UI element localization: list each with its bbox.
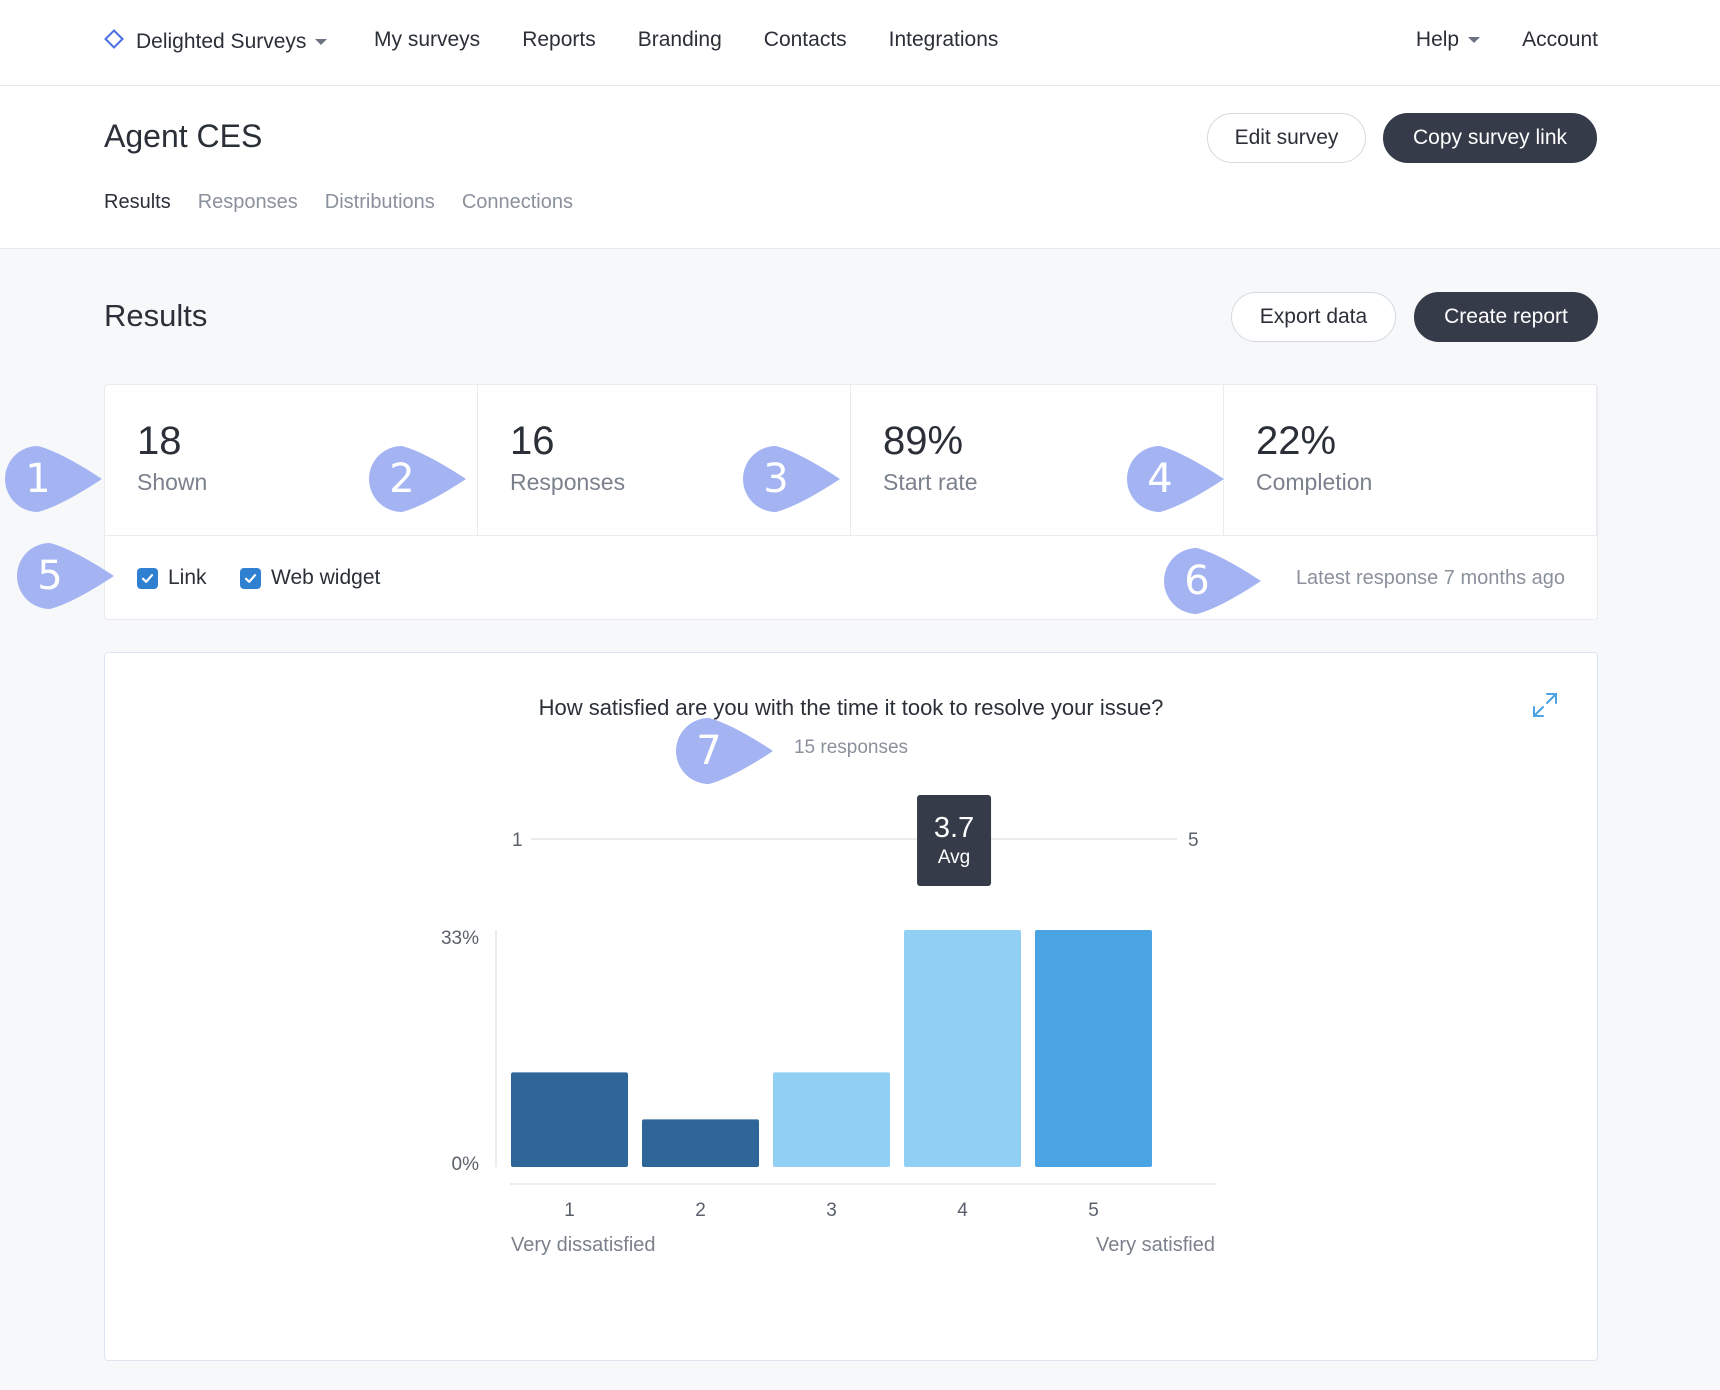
avg-min-label: 1 [512, 830, 523, 851]
average-label: Avg [938, 847, 970, 868]
brand-menu[interactable]: Delighted Surveys [104, 28, 328, 56]
question-text: How satisfied are you with the time it t… [538, 695, 1164, 720]
results-heading: Results [104, 298, 208, 333]
annotation-marker-6: 6 [1164, 548, 1264, 614]
annotation-marker-2: 2 [369, 446, 469, 512]
nav-my-surveys[interactable]: My surveys [374, 28, 481, 51]
latest-response-text: Latest response 7 months ago [1295, 567, 1565, 589]
annotation-marker-7: 7 [676, 718, 776, 784]
annotation-number: 2 [389, 456, 415, 502]
average-value: 3.7 [934, 812, 974, 844]
tab-results[interactable]: Results [104, 191, 171, 213]
top-navigation: Delighted Surveys My surveys Reports Bra… [0, 0, 1720, 86]
bar-1[interactable] [511, 1072, 628, 1167]
bar-chart: 1 5 3.7 Avg 33% 0% 1 2 3 4 5 Very dissatisfi… [441, 795, 1216, 1256]
average-badge: 3.7 Avg [917, 795, 992, 886]
account-link[interactable]: Account [1522, 28, 1598, 51]
expand-icon[interactable] [1531, 691, 1559, 724]
x-tick-label: 4 [957, 1200, 968, 1221]
annotation-number: 6 [1184, 558, 1210, 604]
divider [105, 535, 1597, 536]
avg-max-label: 5 [1188, 830, 1199, 851]
bar-4[interactable] [904, 930, 1021, 1167]
question-chart-card: How satisfied are you with the time it t… [104, 652, 1598, 1361]
chevron-down-icon [1468, 37, 1481, 43]
x-tick-label: 5 [1088, 1200, 1099, 1221]
diamond-logo-icon [104, 29, 136, 55]
annotation-number: 7 [696, 728, 722, 774]
create-report-button[interactable]: Create report [1414, 292, 1598, 342]
stat-start-rate: 89% Start rate [851, 385, 1224, 535]
bar-5[interactable] [1035, 930, 1152, 1167]
x-tick-label: 1 [564, 1200, 575, 1221]
nav-reports[interactable]: Reports [522, 28, 596, 51]
filter-label: Web widget [271, 566, 381, 589]
stat-responses: 16 Responses [478, 385, 851, 535]
nav-branding[interactable]: Branding [637, 28, 722, 51]
stats-card: 18 Shown 16 Responses 89% Start rate 22%… [104, 384, 1598, 620]
y-tick-min: 0% [452, 1154, 480, 1175]
stat-label: Responses [510, 469, 626, 495]
filter-web-widget-checkbox[interactable]: Web widget [240, 566, 380, 590]
help-menu[interactable]: Help [1415, 28, 1481, 52]
brand-name: Delighted Surveys [136, 30, 307, 53]
stat-value: 16 [510, 419, 555, 463]
survey-header: Agent CES Edit survey Copy survey link R… [0, 86, 1720, 249]
stat-value: 18 [137, 419, 182, 463]
survey-tabs: Results Responses Distributions Connecti… [104, 191, 573, 214]
checkbox-checked-icon [137, 567, 158, 589]
annotation-marker-3: 3 [743, 446, 843, 512]
export-data-button[interactable]: Export data [1231, 292, 1396, 342]
nav-contacts[interactable]: Contacts [763, 28, 847, 51]
stat-value: 22% [1256, 419, 1337, 463]
annotation-number: 3 [763, 456, 789, 502]
tab-responses[interactable]: Responses [197, 191, 298, 213]
scale-low-label: Very dissatisfied [511, 1234, 656, 1256]
annotation-marker-1: 1 [5, 446, 105, 512]
stat-completion: 22% Completion [1224, 385, 1597, 535]
stat-shown: 18 Shown [105, 385, 478, 535]
stat-label: Shown [137, 469, 208, 495]
annotation-marker-4: 4 [1127, 446, 1227, 512]
annotation-number: 1 [25, 456, 51, 502]
filter-link-checkbox[interactable]: Link [137, 566, 207, 590]
copy-survey-link-button[interactable]: Copy survey link [1383, 113, 1597, 163]
edit-survey-button[interactable]: Edit survey [1207, 113, 1366, 163]
y-tick-max: 33% [441, 928, 479, 949]
x-tick-label: 3 [826, 1200, 837, 1221]
bar-3[interactable] [773, 1072, 890, 1167]
tab-distributions[interactable]: Distributions [324, 191, 435, 213]
bar-2[interactable] [642, 1119, 759, 1167]
tab-connections[interactable]: Connections [461, 191, 573, 213]
scale-high-label: Very satisfied [1096, 1234, 1215, 1256]
x-tick-label: 2 [695, 1200, 706, 1221]
filter-label: Link [168, 566, 207, 589]
annotation-number: 5 [37, 553, 63, 599]
checkbox-checked-icon [240, 567, 261, 589]
response-count: 15 responses [793, 737, 909, 758]
chevron-down-icon [315, 39, 328, 45]
stat-label: Start rate [883, 469, 978, 495]
nav-integrations[interactable]: Integrations [888, 28, 999, 51]
stat-label: Completion [1256, 469, 1373, 495]
survey-title: Agent CES [104, 118, 263, 154]
help-label: Help [1415, 28, 1460, 51]
stat-value: 89% [883, 419, 964, 463]
annotation-number: 4 [1147, 456, 1173, 502]
annotation-marker-5: 5 [17, 543, 117, 609]
